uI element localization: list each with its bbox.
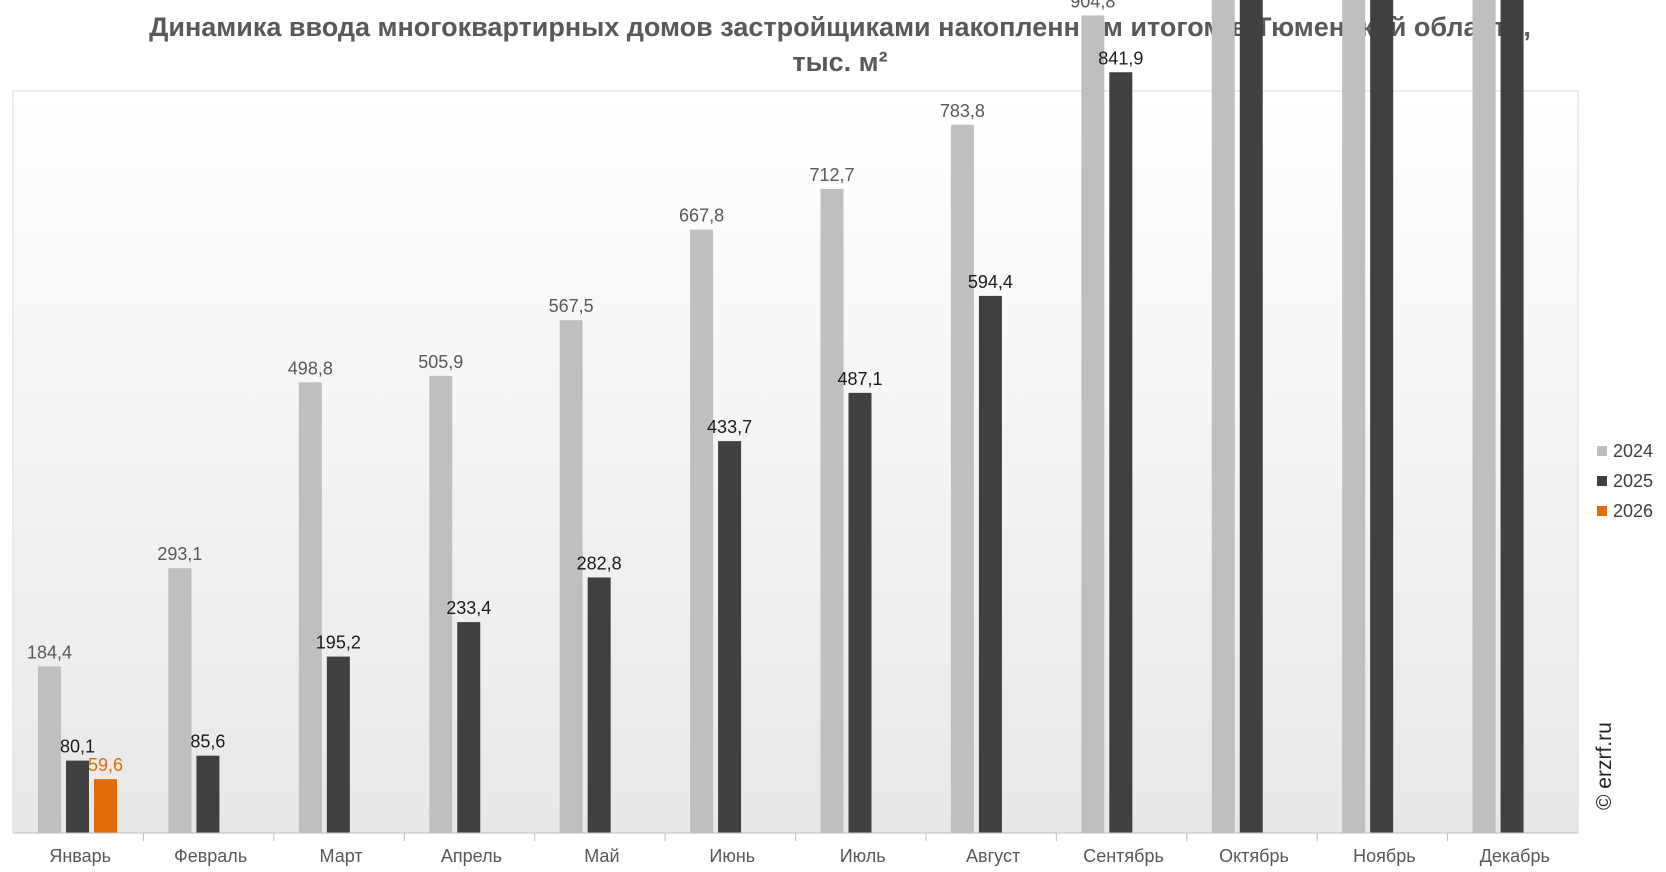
data-label-2024: 505,9 [418,352,463,372]
category-label: Октябрь [1219,846,1289,866]
data-label-2024: 184,4 [27,642,72,662]
watermark: © erzrf.ru [1593,722,1616,810]
category-label: Август [966,846,1020,866]
data-label-2024: 904,8 [1070,0,1115,11]
legend-item-2025: 2025 [1597,466,1653,496]
category-label: Июнь [709,846,755,866]
legend-label-2025: 2025 [1613,470,1654,491]
data-label-2024: 783,8 [940,101,985,121]
bar-2025 [718,441,742,833]
category-label: Июль [840,846,886,866]
bar-2024 [1081,15,1105,833]
category-label: Май [584,846,619,866]
bar-2025 [587,577,611,833]
data-label-2024: 667,8 [679,206,724,226]
bar-2024 [820,189,844,833]
legend-item-2026: 2026 [1597,496,1653,526]
legend-label-2026: 2026 [1613,500,1654,521]
legend-swatch-2025 [1597,476,1607,486]
legend-label-2024: 2024 [1613,440,1654,461]
data-label-2025: 594,4 [968,272,1013,292]
data-label-2024: 567,5 [549,296,594,316]
bar-2025 [978,295,1002,833]
bar-2025 [1109,72,1133,834]
bar-2025 [1239,0,1263,834]
category-label: Сентябрь [1083,846,1164,866]
data-label-2024: 293,1 [157,544,202,564]
data-label-2025: 85,6 [190,732,225,752]
bar-2025 [326,656,350,833]
data-label-2025: 80,1 [60,737,95,757]
category-label: Февраль [174,846,247,866]
bar-2024 [1342,0,1366,834]
legend: 2024 2025 2026 [1597,436,1653,526]
data-label-2025: 487,1 [837,369,882,389]
bar-2026 [94,779,117,833]
bar-2024 [38,666,61,833]
bar-2025 [848,392,872,833]
data-label-2025: 195,2 [316,633,361,653]
bar-2024 [950,124,974,834]
category-label: Декабрь [1480,846,1550,866]
data-label-2024: 498,8 [288,358,333,378]
bar-2025 [196,755,220,833]
legend-swatch-2026 [1597,506,1607,516]
category-label: Январь [49,846,111,866]
category-label: Март [320,846,363,866]
bar-2024 [429,375,453,833]
data-label-2026: 59,6 [88,755,123,775]
bar-2025 [1500,0,1524,833]
data-label-2025: 433,7 [707,417,752,437]
chart-title: Динамика ввода многоквартирных домов зас… [149,12,1531,77]
bar-2024 [559,320,583,833]
bar-2024 [690,229,714,833]
bar-2025 [457,622,481,833]
bar-2024 [168,568,192,833]
legend-swatch-2024 [1597,446,1607,456]
category-label: Апрель [441,846,502,866]
category-label: Ноябрь [1353,846,1415,866]
bar-2025 [66,760,89,833]
plot-area [12,90,1579,834]
data-label-2025: 233,4 [446,598,491,618]
bar-2025 [1370,0,1394,833]
data-label-2024: 712,7 [809,165,854,185]
legend-item-2024: 2024 [1597,436,1653,466]
bar-2024 [1211,0,1235,833]
bar-2024 [1472,0,1496,833]
data-label-2025: 282,8 [577,553,622,573]
data-label-2025: 841,9 [1098,48,1143,68]
bar-2024 [298,382,322,833]
